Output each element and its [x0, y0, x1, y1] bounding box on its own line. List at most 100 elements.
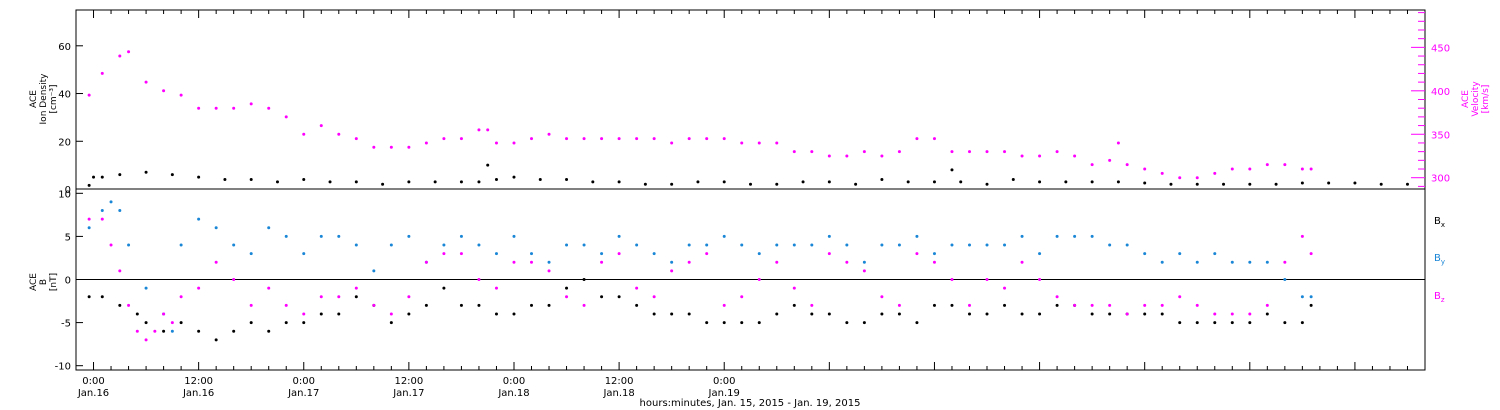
- bx-point: [1090, 312, 1094, 316]
- x-axis-label: hours:minutes, Jan. 15, 2015 - Jan. 19, …: [640, 398, 861, 409]
- bx-point: [845, 321, 849, 325]
- by-point: [1178, 252, 1182, 256]
- bz-point: [1213, 312, 1217, 316]
- bx-point: [424, 303, 428, 307]
- ion-density-point: [932, 180, 936, 184]
- bz-point: [880, 295, 884, 299]
- by-point: [1230, 260, 1234, 264]
- by-point: [144, 286, 148, 290]
- by-point: [1073, 234, 1077, 238]
- by-point: [1265, 260, 1269, 264]
- velocity-point: [687, 137, 691, 141]
- velocity-point: [635, 137, 639, 141]
- bx-point: [880, 312, 884, 316]
- legend-by: By: [1434, 253, 1445, 266]
- bottom-tick-label: -10: [55, 362, 71, 373]
- by-point: [1143, 252, 1147, 256]
- bottom-tick-label: 10: [58, 189, 71, 200]
- ion-density-point: [87, 183, 91, 187]
- by-point: [897, 243, 901, 247]
- bx-point: [1213, 321, 1217, 325]
- bx-point: [118, 303, 122, 307]
- bz-point: [197, 286, 201, 290]
- bx-point: [1300, 321, 1304, 325]
- ion-density-point: [591, 180, 595, 184]
- by-point: [1213, 252, 1217, 256]
- bz-point: [232, 278, 236, 281]
- by-point: [985, 243, 989, 247]
- bx-point: [179, 321, 183, 325]
- velocity-point: [1125, 163, 1129, 167]
- bz-point: [652, 295, 656, 299]
- ion-density-point: [118, 173, 122, 177]
- bx-point: [162, 329, 166, 333]
- top-right-label-line2: Velocity: [1471, 81, 1481, 117]
- velocity-point: [1248, 167, 1252, 171]
- x-tick-time-label: 0:00: [713, 376, 735, 387]
- by-point: [565, 243, 569, 247]
- velocity-point: [705, 137, 709, 141]
- bx-point: [477, 303, 481, 307]
- by-point: [582, 243, 586, 247]
- top-left-tick-label: 0: [65, 185, 71, 196]
- bz-point: [319, 295, 323, 299]
- by-point: [670, 260, 674, 264]
- ion-density-point: [170, 173, 174, 177]
- ion-density-point: [275, 180, 279, 184]
- ion-density-point: [494, 177, 498, 181]
- ion-density-point: [1064, 180, 1068, 184]
- velocity-point: [652, 137, 656, 141]
- top-left-tick-label: 20: [58, 137, 71, 148]
- bx-point: [582, 278, 586, 281]
- bx-point: [144, 321, 148, 325]
- ion-density-point: [643, 182, 647, 186]
- velocity-point: [144, 80, 148, 84]
- by-point: [118, 209, 122, 213]
- by-point: [547, 260, 551, 264]
- by-point: [87, 226, 91, 230]
- x-tick-time-label: 0:00: [503, 376, 525, 387]
- ion-density-point: [1405, 182, 1409, 186]
- velocity-point: [792, 150, 796, 154]
- velocity-point: [582, 137, 586, 141]
- bz-point: [687, 260, 691, 264]
- velocity-point: [1178, 176, 1182, 180]
- bx-point: [1195, 321, 1199, 325]
- velocity-point: [512, 141, 516, 145]
- legend-bz: Bz: [1434, 291, 1445, 304]
- top-right-label-line1: ACE: [1461, 90, 1471, 108]
- velocity-point: [424, 141, 428, 145]
- by-point: [214, 226, 218, 230]
- bz-point: [267, 286, 271, 290]
- velocity-point: [722, 137, 726, 141]
- by-point: [512, 234, 516, 238]
- top-left-axis-label: ACE Ion Density [cm⁻³]: [29, 73, 59, 125]
- ion-density-point: [1195, 182, 1199, 186]
- by-point: [1283, 278, 1287, 281]
- x-tick-date-label: Jan.17: [392, 388, 424, 399]
- ion-density-point: [144, 170, 148, 174]
- bz-point: [214, 260, 218, 264]
- top-left-label-line1: ACE: [29, 90, 39, 108]
- top-right-tick-label: 450: [1431, 43, 1450, 54]
- velocity-point: [757, 141, 761, 145]
- bx-point: [985, 312, 989, 316]
- bz-point: [459, 252, 463, 256]
- bz-point: [1283, 260, 1287, 264]
- velocity-point: [1230, 167, 1234, 171]
- x-tick-date-label: Jan.19: [708, 388, 740, 399]
- bx-point: [284, 321, 288, 325]
- velocity-point: [845, 154, 849, 158]
- ion-density-point: [854, 182, 858, 186]
- by-point: [845, 243, 849, 247]
- legend-bx: Bx: [1434, 216, 1445, 229]
- velocity-point: [862, 150, 866, 154]
- x-tick-time-label: 12:00: [184, 376, 213, 387]
- bx-point: [302, 321, 306, 325]
- ion-density-point: [959, 180, 963, 184]
- ion-density-point: [565, 177, 569, 181]
- by-point: [1195, 260, 1199, 264]
- bottom-axis-label: ACE B [nT]: [29, 273, 59, 291]
- velocity-point: [249, 102, 253, 106]
